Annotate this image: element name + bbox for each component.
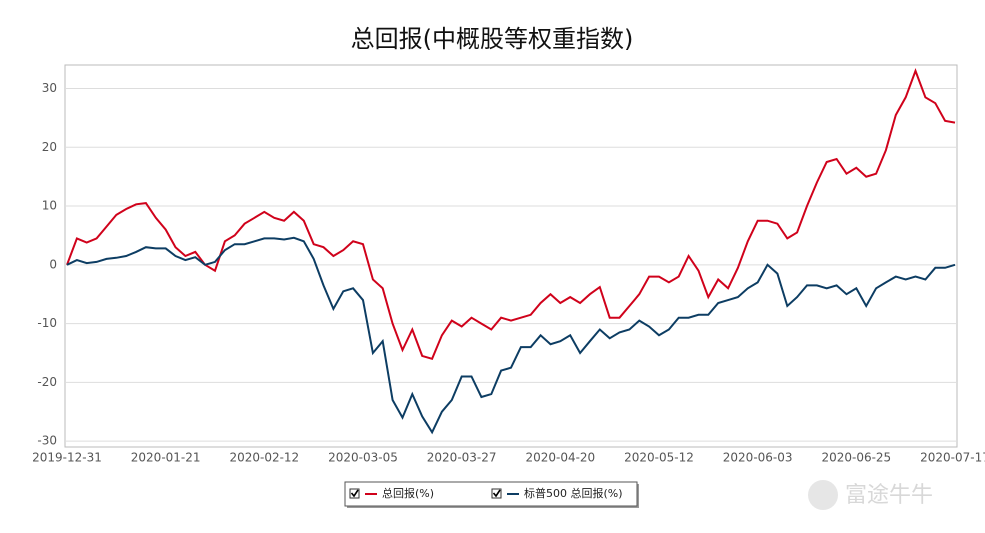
- legend-check[interactable]: [350, 489, 359, 498]
- chart-title: 总回报(中概股等权重指数): [351, 25, 634, 53]
- x-tick-label: 2020-05-12: [624, 451, 694, 465]
- legend-label[interactable]: 标普500 总回报(%): [524, 486, 623, 500]
- watermark: 富途牛牛: [808, 480, 933, 510]
- legend-label[interactable]: 总回报(%): [382, 486, 434, 500]
- x-tick-label: 2020-06-03: [723, 451, 793, 465]
- legend: [344, 481, 638, 507]
- series-line: [66, 68, 956, 361]
- y-tick-label: 30: [42, 81, 57, 95]
- legend-check[interactable]: [492, 489, 501, 498]
- y-tick-label: -30: [37, 434, 57, 448]
- x-tick-label: 2020-01-21: [131, 451, 201, 465]
- y-tick-label: -20: [37, 375, 57, 389]
- x-tick-label: 2019-12-31: [32, 451, 102, 465]
- y-tick-label: 20: [42, 140, 57, 154]
- x-tick-label: 2020-02-12: [229, 451, 299, 465]
- watermark-text: 富途牛牛: [845, 483, 933, 508]
- x-tick-label: 2020-03-27: [427, 451, 497, 465]
- legend-checkbox[interactable]: [491, 488, 502, 499]
- y-tick-label: 0: [49, 257, 57, 271]
- y-tick-label: -10: [37, 316, 57, 330]
- y-tick-label: 10: [42, 199, 57, 213]
- x-tick-label: 2020-03-05: [328, 451, 398, 465]
- plot-frame: [64, 64, 958, 448]
- legend-checkbox[interactable]: [349, 488, 360, 499]
- series-line: [66, 236, 956, 435]
- x-tick-label: 2020-07-17: [920, 451, 985, 465]
- x-tick-label: 2020-06-25: [821, 451, 891, 465]
- x-tick-label: 2020-04-20: [525, 451, 595, 465]
